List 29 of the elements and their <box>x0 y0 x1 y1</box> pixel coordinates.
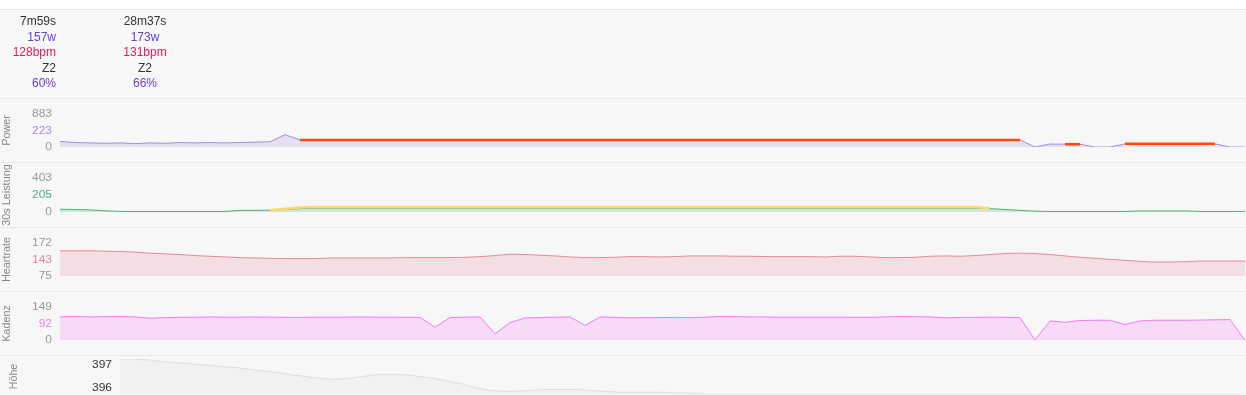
y-tick-label: 75 <box>38 268 53 283</box>
y-axis-title: Höhe <box>6 363 20 390</box>
y-tick-label: 172 <box>32 235 53 250</box>
text: 397 <box>91 357 112 371</box>
y-tick-label: 883 <box>32 106 53 121</box>
text: 143 <box>32 251 53 266</box>
text: 60% <box>30 76 56 92</box>
text: Z2 <box>41 60 56 76</box>
text: 396 <box>91 380 113 395</box>
y-axis-title: 30s Leistung <box>0 164 12 226</box>
y-axis-title: Power <box>0 114 12 146</box>
y-tick-label: 149 <box>32 299 53 314</box>
text: 7m59s <box>18 14 56 30</box>
text: 128bpm <box>12 45 56 61</box>
text: 131bpm <box>122 45 168 61</box>
text: 205 <box>32 187 53 202</box>
text: 92 <box>38 315 53 330</box>
y-tick-label: 0 <box>45 139 53 154</box>
text: 66% <box>132 76 158 92</box>
y-tick-label: 0 <box>45 332 53 347</box>
y-axis-title: Heartrate <box>0 236 12 283</box>
y-axis-title: Kadenz <box>0 305 12 342</box>
text: 173w <box>129 29 161 45</box>
y-tick-label: 403 <box>32 170 53 185</box>
text: 28m37s <box>122 14 168 30</box>
text: 223 <box>32 122 53 137</box>
text: 157w <box>26 29 56 45</box>
text: Z2 <box>137 60 153 76</box>
y-tick-label: 0 <box>45 204 53 219</box>
